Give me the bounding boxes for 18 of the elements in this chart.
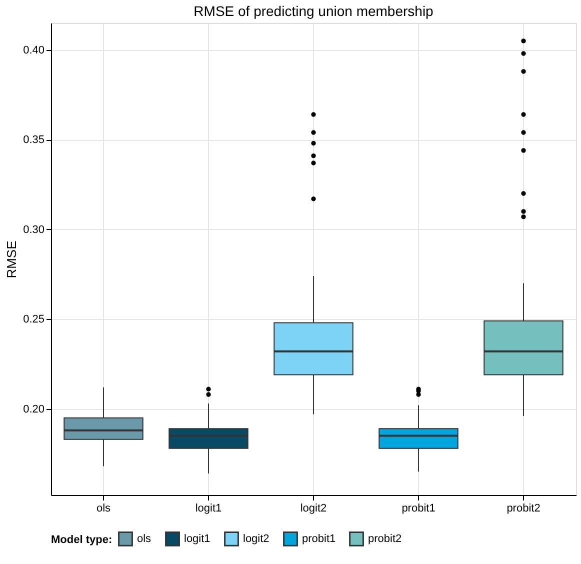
x-tick-label: probit2: [506, 502, 540, 514]
legend-label: ols: [137, 532, 152, 545]
legend-title: Model type:: [51, 534, 112, 546]
chart-title: RMSE of predicting union membership: [194, 3, 434, 19]
legend-label: logit2: [243, 532, 270, 545]
x-tick-label: ols: [96, 502, 112, 514]
x-tick-label: logit1: [195, 502, 222, 514]
legend-label: probit1: [302, 532, 336, 545]
y-tick-label: 0.25: [23, 314, 44, 326]
y-tick-label: 0.30: [23, 224, 44, 236]
y-tick-label: 0.40: [23, 44, 44, 56]
y-tick-label: 0.35: [23, 134, 44, 146]
x-tick-label: probit1: [402, 502, 436, 514]
x-tick-label: logit2: [300, 502, 327, 514]
legend-label: logit1: [184, 532, 210, 545]
y-tick-label: 0.20: [23, 403, 44, 416]
legend-label: probit2: [368, 532, 402, 545]
y-axis-title: RMSE: [4, 240, 20, 278]
